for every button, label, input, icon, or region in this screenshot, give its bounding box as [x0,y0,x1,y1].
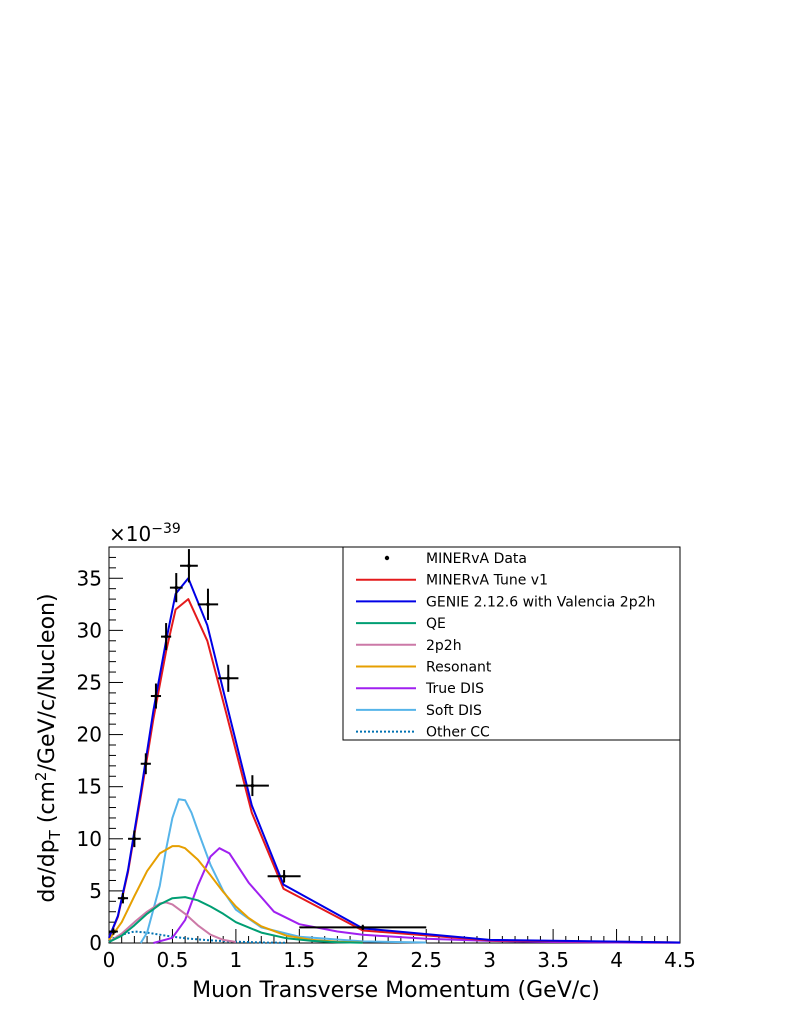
legend-label: MINERvA Tune v1 [426,573,548,589]
x-tick-label: 3.5 [537,948,569,972]
x-tick-label: 2.5 [410,948,442,972]
legend-entry: Soft DIS [356,703,482,719]
y-axis-title: dσ/dpT (cm2/GeV/c/Nucleon) [32,593,64,902]
data-marker [132,836,137,841]
y-exponent-base: ×10 [109,522,151,546]
data-point [128,830,141,848]
x-tick-label: 2 [356,948,369,972]
data-marker [282,874,286,879]
x-tick-label: 0 [103,948,116,972]
legend-entry: MINERvA Data [384,551,527,567]
legend-entry: MINERvA Tune v1 [356,573,548,589]
legend-label: True DIS [425,681,484,697]
plot-area [108,577,681,944]
legend-label: 2p2h [426,638,462,654]
y-axis-title-sub: T [46,829,64,840]
legend-label: MINERvA Data [426,551,527,567]
x-tick-label: 0.5 [157,948,189,972]
y-axis-title-rest2: /GeV/c/Nucleon) [35,593,60,771]
data-marker [250,783,255,788]
x-tick-label: 1 [230,948,243,972]
data-point [180,549,198,583]
x-tick-label: 1.5 [283,948,315,972]
data-marker [174,585,179,590]
data-marker [226,676,231,681]
y-tick-label: 25 [77,670,102,694]
legend-label: Soft DIS [426,703,482,719]
x-axis: 0 0.5 1 1.5 2 2.5 3 3.5 4 4.5 [103,929,696,972]
data-point [218,664,239,692]
y-exponent-power: −39 [151,521,181,537]
data-marker [111,929,116,934]
y-tick-label: 15 [77,775,102,799]
y-tick-label: 35 [77,566,102,590]
legend-marker [384,555,390,561]
legend: MINERvA Data MINERvA Tune v1 GENIE 2.12.6 … [342,546,681,741]
x-tick-label: 4 [610,948,623,972]
series-line-qe [108,896,363,944]
y-axis-title-sup: 2 [32,772,50,782]
data-marker [164,634,168,639]
y-exponent-label: ×10−39 [109,521,181,546]
legend-entry: QE [356,616,446,632]
data-marker [187,563,191,568]
data-point [161,623,172,651]
legend-entry: Resonant [356,660,492,676]
x-tick-label: 3 [483,948,496,972]
y-axis: 0 5 10 15 20 25 30 35 [77,556,123,955]
legend-entry: 2p2h [356,638,462,654]
series-line-soft-dis [139,798,427,944]
legend-entry: Other CC [356,725,490,741]
legend-label: QE [426,616,446,632]
series-line-resonant [108,845,363,944]
data-marker [143,761,148,766]
data-marker [121,896,125,900]
legend-entry: GENIE 2.12.6 with Valencia 2p2h [356,594,655,610]
y-tick-label: 0 [89,931,102,955]
series-line-2p2h [108,901,237,943]
x-axis-title: Muon Transverse Momentum (GeV/c) [192,978,600,1003]
data-point [169,573,183,603]
y-tick-label: 10 [77,827,102,851]
legend-label: Resonant [426,660,492,676]
legend-entry: True DIS [356,681,484,697]
data-points [109,549,427,935]
data-marker [206,602,210,607]
y-tick-label: 5 [89,879,102,903]
data-point [117,892,129,904]
data-point [267,870,301,883]
data-point [140,753,151,775]
data-point [150,683,162,709]
data-marker [154,694,158,698]
y-axis-title-main: dσ/dp [35,839,60,902]
x-tick-label: 4.5 [664,948,696,972]
data-marker [360,925,365,930]
y-tick-label: 30 [77,618,102,642]
data-point [235,775,269,797]
y-axis-title-rest1: (cm [35,781,60,830]
data-point [299,924,427,930]
data-point [197,588,219,620]
series-line-true-dis [153,847,681,944]
legend-label: GENIE 2.12.6 with Valencia 2p2h [426,594,655,610]
y-tick-label: 20 [77,723,102,747]
data-point [109,928,118,935]
legend-label: Other CC [426,725,490,741]
